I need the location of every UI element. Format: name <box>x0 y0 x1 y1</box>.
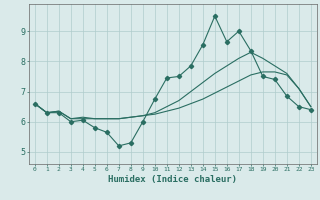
X-axis label: Humidex (Indice chaleur): Humidex (Indice chaleur) <box>108 175 237 184</box>
